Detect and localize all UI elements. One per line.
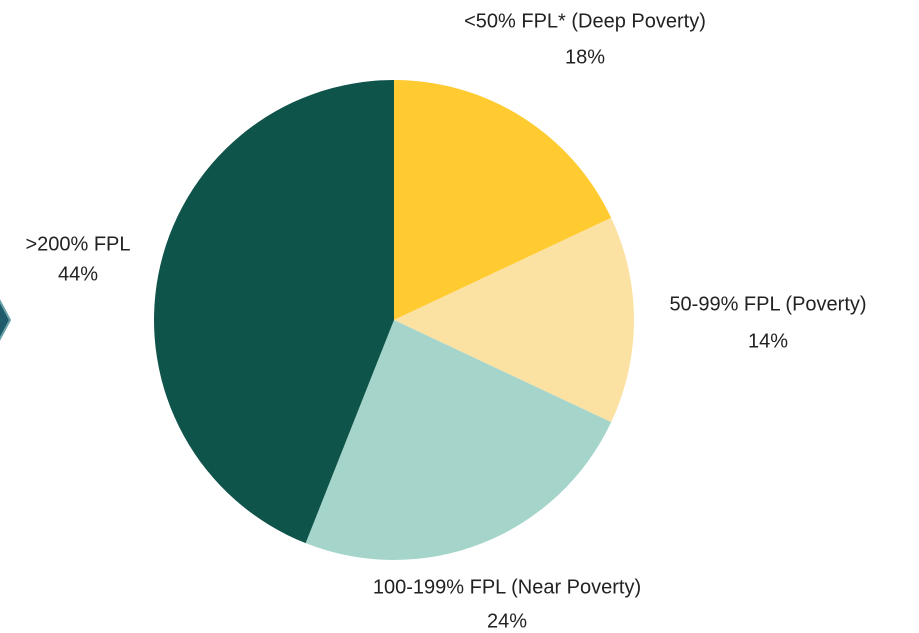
slice-value-label: 18% [565,46,605,68]
pie-slice [394,217,635,423]
slice-value-label: 44% [58,263,98,285]
pie-slice [153,80,394,544]
slice-value-label: 24% [487,610,527,632]
pie-slice [305,320,612,560]
decorative-arrow [0,299,12,341]
slice-label: 100-199% FPL (Near Poverty) [373,576,641,598]
slice-label: 50-99% FPL (Poverty) [669,293,866,315]
pie-slice [394,80,612,320]
slice-label: >200% FPL [25,233,130,255]
slice-value-label: 14% [748,330,788,352]
slice-label: <50% FPL* (Deep Poverty) [464,10,706,32]
